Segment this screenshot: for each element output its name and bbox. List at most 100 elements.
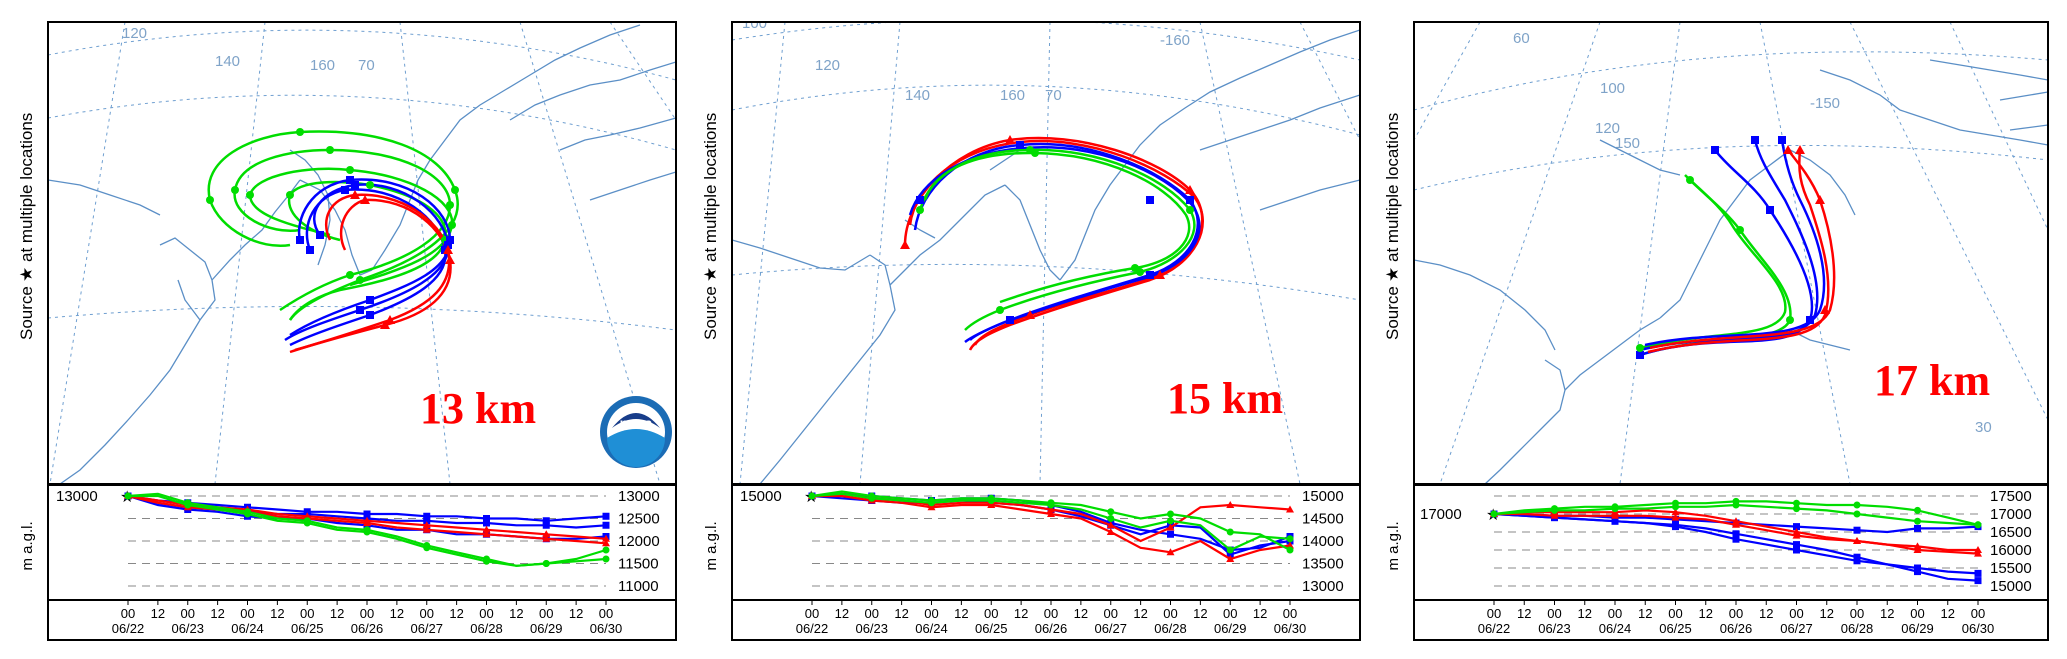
side-label-source: Source [1383,286,1402,340]
side-label: Source ★ at multiple locations [1383,113,1402,340]
height-point [1974,549,1982,557]
x-tick-date: 06/28 [470,621,503,636]
height-point [423,544,431,552]
map-17km: 60 100 120 -150 150 30 [1414,22,2048,484]
height-point [542,534,551,542]
height-point [303,512,312,520]
y-tick-label: 12000 [618,533,660,550]
start-height-label: 15000 [740,488,782,505]
height-point [1974,521,1982,529]
map-15km: 100 120 140 160 70 -160 [732,15,1360,484]
y-axis-label: m a.g.l. [703,521,720,570]
x-tick-hour: 00 [1850,606,1864,621]
height-point [1106,521,1115,529]
height-point [363,528,371,536]
height-point [1853,510,1861,518]
x-tick-date: 06/30 [1274,621,1307,636]
height-point [542,560,550,567]
height-point [1732,501,1740,509]
height-point [1793,546,1800,554]
x-tick-date: 06/23 [1538,621,1571,636]
time-axis-frame [1413,599,2049,641]
x-tick-hour: 12 [449,606,463,621]
height-point [928,499,935,507]
height-point [1167,517,1174,525]
height-point [1914,564,1921,572]
x-tick-hour: 12 [1578,606,1592,621]
trajectory-group [1636,136,1836,359]
x-tick-hour: 12 [954,606,968,621]
side-label: Source ★ at multiple locations [17,113,36,340]
x-tick-date: 06/29 [1214,621,1247,636]
y-axis-label: m a.g.l. [1385,521,1402,570]
x-tick-date: 06/22 [1478,621,1511,636]
height-point [422,525,431,533]
x-tick-date: 06/29 [530,621,563,636]
x-tick-hour: 00 [1044,606,1058,621]
height-point [1286,546,1294,554]
graticule-label: -160 [1160,32,1190,49]
x-tick-hour: 12 [1880,606,1894,621]
y-tick-label: 14500 [1302,511,1344,528]
x-tick-hour: 12 [1699,606,1713,621]
y-tick-label: 16000 [1990,542,2032,559]
height-point [1286,535,1294,543]
height-point [483,515,490,522]
x-tick-hour: 00 [121,606,135,621]
height-point [303,519,311,527]
height-point [1914,517,1921,525]
height-point [483,557,490,565]
height-point [1286,541,1294,549]
x-tick-hour: 12 [835,606,849,621]
height-point [602,512,610,520]
height-point [1551,506,1558,514]
x-tick-date: 06/28 [1154,621,1187,636]
x-tick-hour: 00 [360,606,374,621]
side-label: Source ★ at multiple locations [701,113,720,340]
x-tick-date: 06/26 [351,621,384,636]
trajectory-red [1647,149,1830,354]
y-tick-label: 11000 [618,578,659,595]
graticule-label: 100 [742,15,767,32]
altitude-label: 13 km [420,384,536,433]
height-point [1226,551,1234,558]
height-point [1672,503,1679,511]
trajectory-red [1649,149,1836,350]
start-height-label: 13000 [56,488,98,505]
height-point [1226,528,1234,536]
x-tick-hour: 00 [1223,606,1237,621]
time-axis-frame [731,599,1361,641]
height-point [1914,524,1921,532]
height-point [423,512,431,520]
height-point [1166,548,1175,556]
height-point [1611,505,1619,513]
x-tick-date: 06/24 [1599,621,1632,636]
height-point [1166,523,1175,531]
x-tick-hour: 12 [1193,606,1207,621]
x-tick-date: 06/30 [1962,621,1995,636]
height-point [1047,501,1055,509]
x-tick-hour: 12 [1638,606,1652,621]
x-tick-hour: 00 [805,606,819,621]
height-point [1974,569,1982,577]
height-point [1732,530,1740,538]
height-point [303,508,311,516]
x-tick-hour: 00 [1547,606,1561,621]
x-tick-hour: 12 [1133,606,1147,621]
height-point [1167,510,1174,518]
altitude-label: 15 km [1167,374,1283,423]
height-point [1047,510,1055,517]
x-tick-date: 06/25 [291,621,324,636]
x-tick-hour: 00 [479,606,493,621]
height-point [1550,511,1559,519]
height-point [868,494,876,502]
y-tick-label: 12500 [618,511,660,528]
x-tick-hour: 12 [1074,606,1088,621]
graticule-label: 160 [1000,87,1025,104]
x-tick-hour: 00 [1283,606,1297,621]
height-point [1793,541,1800,549]
height-plot-1: m a.g.l.150001450014000135001300015000★0… [703,484,1361,641]
height-point [1611,511,1619,519]
graticule-label: 140 [905,87,930,104]
y-tick-label: 17000 [1990,506,2032,523]
